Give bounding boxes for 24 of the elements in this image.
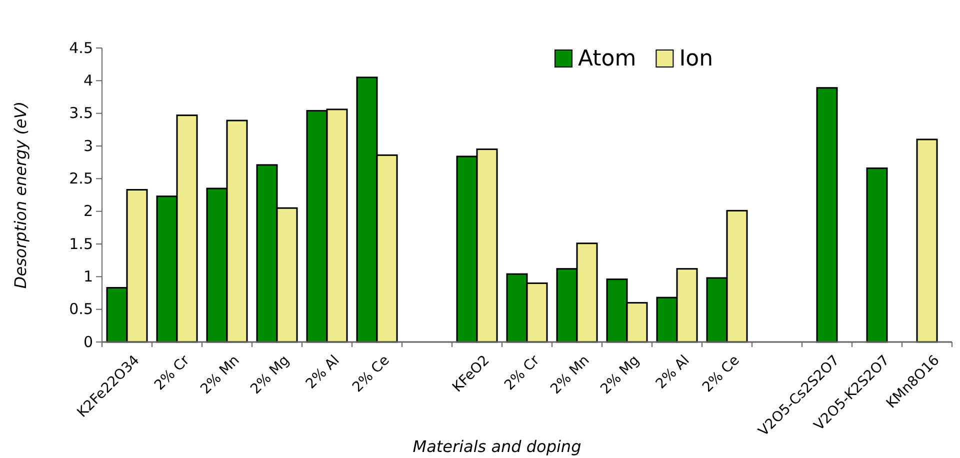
y-tick-label: 3.5 [69, 104, 93, 122]
y-tick-label: 1.5 [69, 234, 93, 253]
x-tick-label: 2% Cr [502, 352, 543, 394]
y-tick-label: 0.5 [69, 300, 93, 318]
legend-label: Atom [578, 46, 636, 72]
x-tick-label: 2% Mg [598, 352, 643, 398]
y-tick-label: 3 [83, 136, 93, 155]
x-tick-label: 2% Ce [350, 352, 393, 396]
x-tick-label: 2% Ce [700, 352, 743, 396]
y-axis-title: Desorption energy (eV) [11, 101, 30, 289]
y-tick-label: 4 [83, 71, 93, 90]
y-tick-label: 4.5 [69, 38, 93, 57]
x-tick-label: 2% Mn [198, 352, 243, 398]
x-tick-label: 2% Al [303, 352, 343, 392]
y-tick-label: 1 [83, 267, 93, 286]
x-tick-label: 2% Mg [248, 352, 293, 398]
y-tick-label: 2 [83, 202, 93, 220]
y-tick-label: 2.5 [69, 169, 93, 188]
x-axis-title: Materials and doping [412, 437, 582, 456]
legend-label: Ion [679, 46, 714, 72]
x-tick-label: 2% Cr [152, 352, 193, 394]
x-tick-label: 2% Al [653, 352, 693, 392]
y-tick-label: 0 [83, 332, 93, 351]
x-tick-label: 2% Mn [548, 352, 593, 398]
